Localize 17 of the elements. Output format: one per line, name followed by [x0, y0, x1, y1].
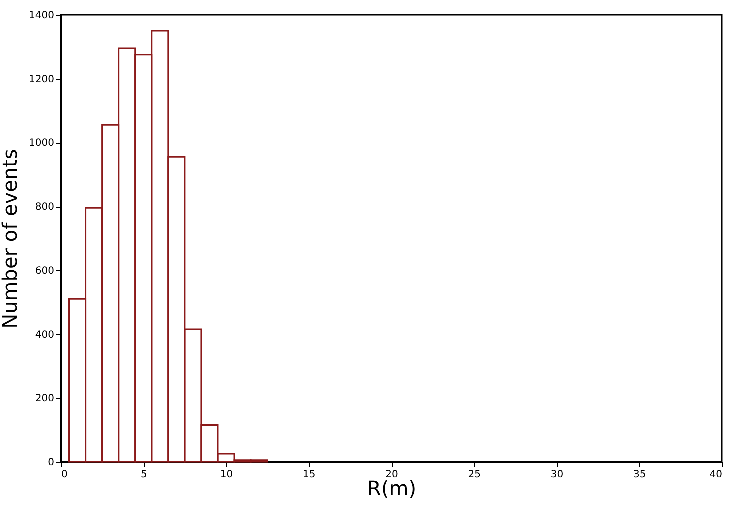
- y-tick-label: 1000: [29, 138, 54, 150]
- x-tick-label: 35: [634, 470, 646, 480]
- x-tick-label: 10: [220, 470, 234, 480]
- x-tick-label: 25: [468, 470, 481, 480]
- x-tick-label: 15: [303, 470, 316, 480]
- y-tick-label: 0: [48, 458, 54, 468]
- x-tick-label: 0: [62, 470, 68, 480]
- y-tick-label: 200: [35, 394, 54, 405]
- y-axis-title: Number of events: [0, 149, 22, 329]
- x-tick-label: 30: [550, 470, 564, 480]
- x-tick-label: 40: [710, 470, 722, 480]
- y-tick-label: 400: [35, 330, 54, 341]
- y-tick-label: 800: [35, 202, 54, 214]
- y-tick-label: 1200: [29, 74, 54, 86]
- x-tick-label: 5: [140, 470, 148, 480]
- y-tick-label: 600: [35, 266, 54, 277]
- y-tick-label: 1400: [29, 10, 54, 22]
